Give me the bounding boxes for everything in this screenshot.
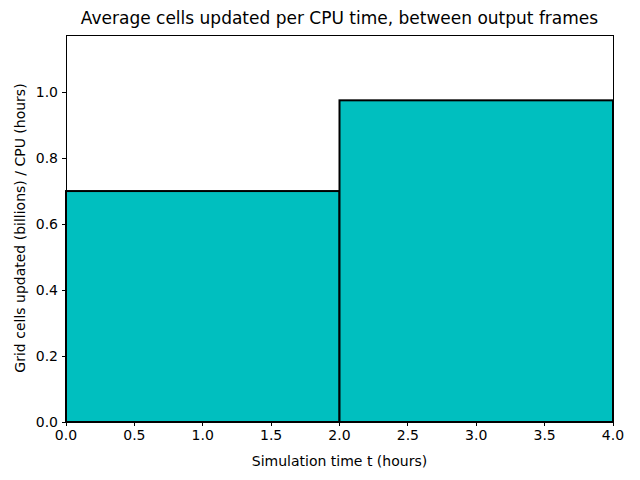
- y-tick-label: 0.4: [36, 282, 58, 298]
- x-tick-label: 1.5: [260, 427, 282, 443]
- y-tick-label: 0.0: [36, 414, 58, 430]
- x-tick-label: 3.5: [533, 427, 555, 443]
- x-tick-label: 0.0: [55, 427, 77, 443]
- y-tick-label: 0.8: [36, 150, 58, 166]
- x-tick-label: 0.5: [123, 427, 145, 443]
- y-tick-label: 1.0: [36, 84, 58, 100]
- x-tick-label: 2.0: [328, 427, 350, 443]
- x-tick-label: 2.5: [397, 427, 419, 443]
- plot-area: 0.0 0.5 1.0 1.5 2.0 2.5 3.0 3.5 4.0 0.0 0.2 0.4 0.6 0…: [0, 0, 640, 480]
- y-tick-label: 0.2: [36, 348, 58, 364]
- x-tick-label: 4.0: [602, 427, 624, 443]
- x-tick-label: 1.0: [192, 427, 214, 443]
- x-axis-label: Simulation time t (hours): [66, 453, 613, 469]
- histogram-bar: [340, 100, 614, 422]
- figure: Average cells updated per CPU time, betw…: [0, 0, 640, 480]
- histogram-bar: [66, 191, 340, 422]
- x-tick-label: 3.0: [465, 427, 487, 443]
- y-tick-label: 0.6: [36, 216, 58, 232]
